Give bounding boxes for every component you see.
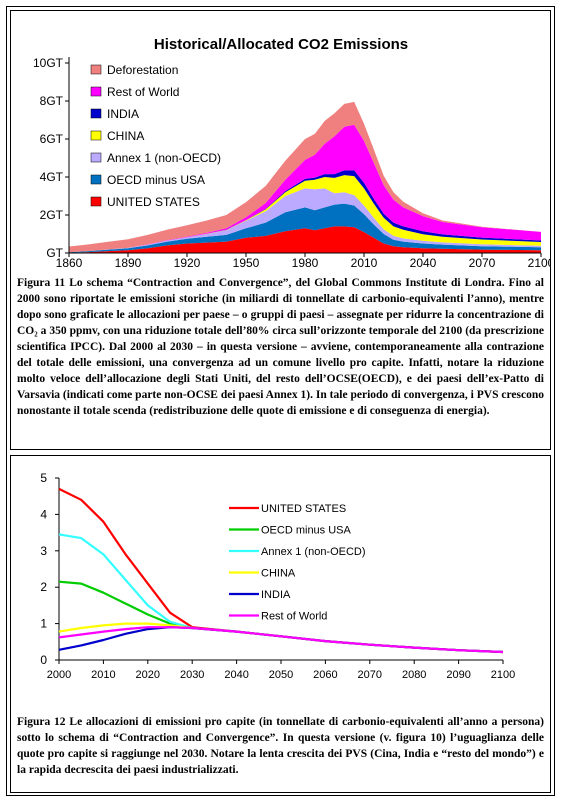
area-annex-1-non-oecd- [69,188,541,253]
chart2-y-tick-label: 0 [40,653,47,667]
chart1-x-tick-label: 2100 [528,256,550,269]
area-rest-of-world [69,124,541,253]
figure-12-caption: Figura 12 Le allocazioni di emissioni pr… [17,716,544,776]
chart2-y-tick-label: 5 [40,471,47,485]
chart1-x-tick-label: 2040 [410,256,437,269]
stacked-area-chart: Historical/Allocated CO2 Emissions 1860 1… [33,33,555,270]
figure-11-panel: Historical/Allocated CO2 Emissions 1860 1… [10,10,555,450]
area-china [69,175,541,253]
chart1-y-tick-label: 8GT [40,94,64,108]
legend-label-oecd-minus-usa: OECD minus USA [107,173,205,187]
chart2-y-tick-label: 3 [40,544,47,558]
legend-label-india: INDIA [107,107,139,121]
legend2-label-united-states: UNITED STATES [261,503,346,515]
chart2-y-tick-label: 4 [40,507,47,521]
chart1-y-tick-label: 10GT [33,56,64,70]
chart2-x-tick-label: 2040 [224,669,248,681]
chart1-x-tick-label: 1890 [115,256,142,269]
per-capita-line-chart: 2000 2010 2020 2030 2040 2050 2060 2070 2080 2090… [40,471,515,681]
legend-label-united-states: UNITED STATES [107,195,200,209]
chart2-x-tick-label: 2070 [358,669,382,681]
area-india [69,170,541,253]
chart2-x-tick-label: 2100 [491,669,515,681]
chart2-x-tick-label: 2090 [446,669,470,681]
legend2-label-china: CHINA [261,568,296,580]
page-frame [6,6,555,796]
chart1-legend: Deforestation Rest of World INDIA CHINA Anne… [90,63,221,209]
line-rest-of-world [58,626,504,654]
chart2-x-tick-label: 2080 [402,669,426,681]
chart2-x-tick-label: 2000 [47,669,71,681]
chart1-x-tick-label: 1980 [292,256,319,269]
chart2-x-tick-label: 2010 [91,669,115,681]
chart1-axes: 1860 1890 1920 1950 1980 2010 2040 2070 2100 GT 2G… [33,56,555,270]
chart1-x-tick-label: 2010 [351,256,378,269]
chart1-x-tick-label: 1950 [233,256,260,269]
legend-swatch-india [90,108,102,119]
legend2-label-oecd-minus-usa: OECD minus USA [261,525,352,537]
chart1-y-tick-label: 6GT [40,132,64,146]
chart1-title: Historical/Allocated CO2 Emissions [154,36,408,53]
legend-swatch-rest-of-world [90,86,102,97]
area-united-states [69,226,541,253]
legend-label-deforestation: Deforestation [107,63,178,77]
area-deforestation [69,101,541,253]
legend-swatch-oecd-minus-usa [90,174,102,185]
legend-swatch-china [90,130,102,141]
chart1-x-tick-label: 2070 [469,256,496,269]
chart2-axes: 2000 2010 2020 2030 2040 2050 2060 2070 2080 2090… [40,471,515,681]
legend-label-annex-1-non-oecd-: Annex 1 (non-OECD) [107,151,221,165]
chart1-x-tick-label: 1920 [174,256,201,269]
legend-swatch-annex-1-non-oecd- [90,152,102,163]
chart2-x-tick-label: 2060 [313,669,337,681]
legend2-label-rest-of-world: Rest of World [261,611,327,623]
chart2-x-tick-label: 2030 [180,669,204,681]
chart2-x-tick-label: 2020 [136,669,160,681]
line-china [58,622,504,654]
figure-12-panel: 2000 2010 2020 2030 2040 2050 2060 2070 2080 2090… [10,455,551,793]
legend-swatch-united-states [90,196,102,207]
chart1-areas [69,101,541,253]
chart2-y-tick-label: 1 [40,617,47,631]
chart2-x-tick-label: 2050 [269,669,293,681]
chart1-y-tick-label: 4GT [40,170,64,184]
chart1-y-tick-label: 2GT [40,208,64,222]
chart1-x-tick-label: 1860 [56,256,83,269]
chart1-y-tick-label: GT [46,246,63,260]
legend-label-rest-of-world: Rest of World [107,85,179,99]
legend-label-china: CHINA [107,129,144,143]
chart2-y-tick-label: 2 [40,580,47,594]
legend2-label-annex-1-non-oecd-: Annex 1 (non-OECD) [261,546,366,558]
figure-11-caption: Figura 11 Lo schema “Contraction and Con… [17,277,544,417]
chart2-lines [58,487,504,654]
chart2-legend: UNITED STATES OECD minus USA Annex 1 (non-… [229,503,366,623]
area-oecd-minus-usa [69,203,541,253]
legend2-label-india: INDIA [261,589,291,601]
legend-swatch-deforestation [90,64,102,75]
